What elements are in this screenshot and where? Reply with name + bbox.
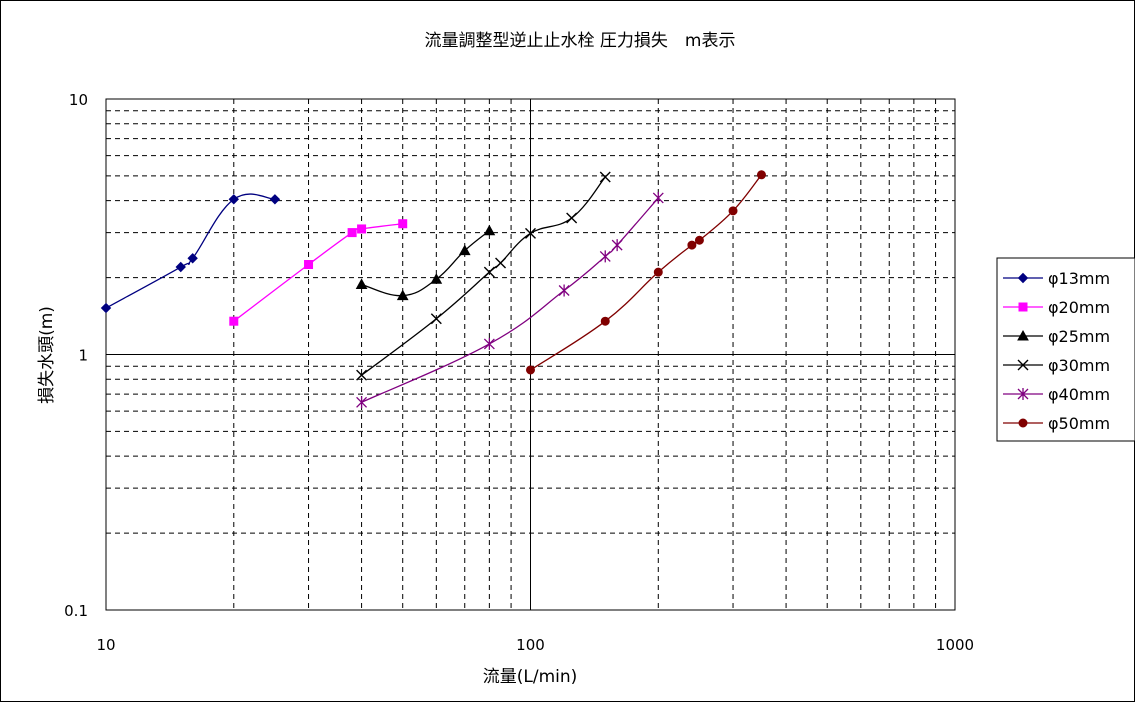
- grid: [106, 99, 955, 610]
- data-point: [483, 224, 496, 236]
- data-point: [187, 253, 198, 264]
- legend-label: φ25mm: [1048, 327, 1110, 346]
- data-point: [756, 170, 766, 180]
- data-point: [229, 316, 239, 326]
- data-point: [458, 244, 471, 256]
- chart-title: 流量調整型逆止止水栓 圧力損失 m表示: [425, 31, 736, 51]
- data-point: [483, 266, 495, 278]
- data-point: [430, 273, 443, 284]
- data-point: [558, 284, 570, 297]
- data-point: [653, 267, 663, 277]
- data-point: [396, 289, 409, 301]
- series-4: [356, 171, 611, 381]
- legend-item: φ25mm: [1003, 327, 1110, 346]
- legend-marker: [1018, 418, 1028, 428]
- x-tick-labels: 10 100 1000: [96, 636, 974, 654]
- plot-area: [105, 98, 956, 611]
- legend-box: [996, 257, 1135, 442]
- y-tick-label: 0.1: [64, 602, 88, 620]
- legend-item: φ20mm: [1003, 298, 1110, 317]
- series-3: [355, 224, 496, 301]
- legend-marker: [1017, 359, 1029, 371]
- data-point: [526, 365, 535, 375]
- data-point: [694, 235, 704, 245]
- data-point: [356, 396, 368, 409]
- data-point: [100, 302, 112, 314]
- series-1: [100, 193, 281, 314]
- data-point: [357, 224, 367, 234]
- data-point: [356, 369, 368, 381]
- legend-label: φ20mm: [1048, 298, 1110, 317]
- data-point: [600, 316, 610, 326]
- legend-label: φ30mm: [1048, 356, 1110, 375]
- legend-marker: [1018, 302, 1028, 312]
- legend: φ13mm φ20mm φ25mm φ30mm φ40mm φ50mm: [996, 257, 1135, 442]
- y-tick-labels: 0.1 1 10: [64, 91, 88, 620]
- x-tick-label: 1000: [936, 636, 974, 654]
- data-point: [483, 337, 495, 350]
- y-tick-label: 1: [78, 347, 88, 365]
- series-2: [229, 219, 408, 326]
- data-point: [687, 240, 697, 250]
- y-axis-label: 損失水頭(m): [37, 306, 57, 404]
- legend-item: φ40mm: [1003, 385, 1110, 404]
- data-point: [566, 212, 578, 224]
- legend-label: φ13mm: [1048, 269, 1110, 288]
- x-tick-label: 100: [516, 636, 545, 654]
- data-point: [495, 257, 507, 269]
- data-point: [304, 260, 314, 270]
- series-5: [356, 191, 664, 409]
- data-point: [611, 239, 623, 252]
- data-point: [355, 278, 368, 289]
- data-point: [430, 313, 442, 325]
- series-6: [526, 170, 766, 375]
- data-point: [525, 227, 536, 239]
- x-tick-label: 10: [96, 636, 115, 654]
- series-layer: [100, 170, 766, 409]
- data-point: [728, 206, 738, 216]
- data-point: [175, 261, 186, 273]
- legend-item: φ30mm: [1003, 356, 1110, 375]
- y-tick-label: 10: [69, 91, 88, 109]
- legend-label: φ40mm: [1048, 385, 1110, 404]
- data-point: [599, 171, 611, 183]
- data-point: [228, 194, 239, 205]
- legend-marker: [1017, 272, 1029, 284]
- legend-marker: [1017, 388, 1029, 400]
- data-point: [347, 228, 357, 238]
- legend-label: φ50mm: [1048, 414, 1110, 433]
- data-point: [398, 219, 408, 229]
- data-point: [269, 194, 281, 205]
- x-axis-label: 流量(L/min): [483, 667, 578, 687]
- data-point: [652, 191, 664, 204]
- legend-marker: [1017, 329, 1029, 341]
- legend-item: φ13mm: [1003, 269, 1110, 288]
- legend-item: φ50mm: [1003, 414, 1110, 433]
- data-point: [599, 250, 611, 263]
